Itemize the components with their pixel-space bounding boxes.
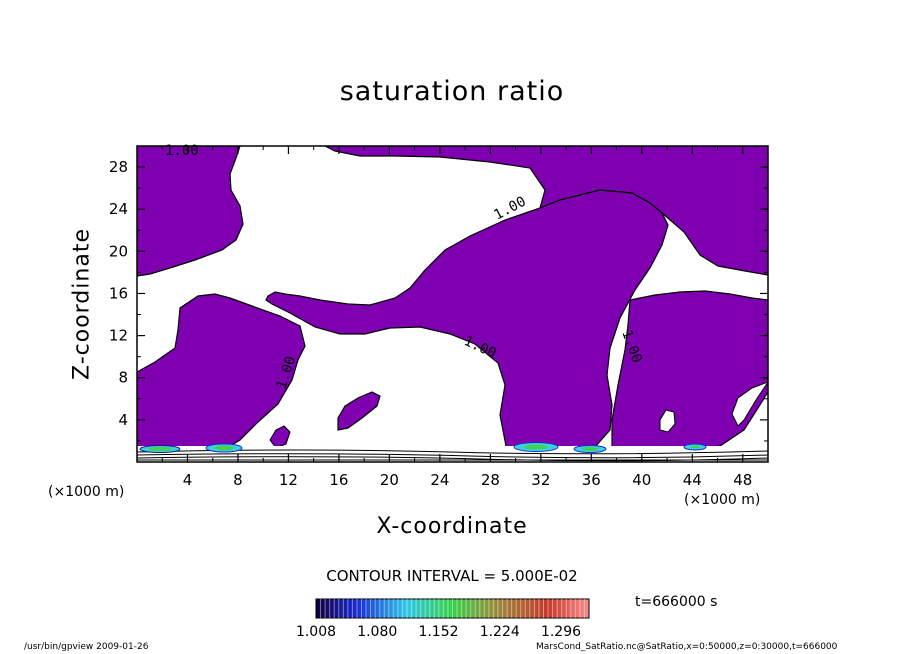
x-axis: 4 8 12 16 20 24 28 32 36 40 44 48: [161, 146, 769, 489]
y-tick-label: 8: [118, 369, 128, 387]
saturated-regions: [137, 146, 768, 462]
x-axis-unit: (×1000 m): [684, 492, 761, 508]
x-tick-label: 32: [531, 471, 550, 489]
region-top-left: [137, 146, 244, 277]
y-axis-label: Z-coordinate: [69, 228, 95, 380]
x-tick-label: 28: [481, 471, 500, 489]
x-tick-label: 4: [183, 471, 193, 489]
x-tick-label: 40: [632, 471, 651, 489]
y-tick-label: 4: [118, 411, 128, 429]
contour-label: 1.00: [165, 143, 199, 159]
x-tick-label: 12: [279, 471, 298, 489]
x-tick-label: 48: [733, 471, 752, 489]
region-right-lower: [611, 290, 768, 457]
y-tick-label: 20: [109, 242, 128, 260]
y-tick-label: 12: [109, 327, 128, 345]
colorbar-tick-label: 1.008: [296, 624, 336, 640]
supersaturation-spots: [139, 442, 707, 453]
chart-title: saturation ratio: [339, 76, 565, 107]
x-tick-label: 36: [582, 471, 601, 489]
footer-data-source: MarsCond_SatRatio.nc@SatRatio,x=0:50000,…: [536, 642, 838, 652]
plot-frame: [136, 145, 769, 463]
y-tick-label: 24: [109, 200, 128, 218]
ground-contours: [137, 449, 768, 462]
colorbar-tick-label: 1.224: [480, 624, 520, 640]
x-tick-label: 20: [380, 471, 399, 489]
colorbar-tick-label: 1.296: [541, 624, 581, 640]
colorbar: 1.008 1.080 1.152 1.224 1.296: [296, 598, 590, 640]
x-tick-label: 8: [233, 471, 243, 489]
y-axis-unit: (×1000 m): [48, 484, 125, 500]
time-label: t=666000 s: [635, 594, 718, 610]
hole-small: [659, 409, 676, 433]
y-tick-label: 28: [109, 158, 128, 176]
region-center-column: [265, 189, 669, 459]
hole-right: [731, 381, 768, 427]
x-tick-label: 16: [329, 471, 348, 489]
contour-interval: CONTOUR INTERVAL = 5.000E-02: [326, 567, 578, 585]
footer-program-date: /usr/bin/gpview 2009-01-26: [24, 642, 149, 652]
x-axis-label: X-coordinate: [376, 514, 528, 539]
x-tick-label: 44: [683, 471, 702, 489]
y-tick-label: 16: [109, 284, 128, 302]
x-tick-label: 24: [430, 471, 449, 489]
colorbar-tick-label: 1.152: [418, 624, 458, 640]
region-small-blob: [337, 391, 381, 431]
colorbar-tick-label: 1.080: [357, 624, 397, 640]
region-small-right: [269, 425, 291, 449]
y-axis: 4 8 12 16 20 24 28: [109, 145, 768, 442]
